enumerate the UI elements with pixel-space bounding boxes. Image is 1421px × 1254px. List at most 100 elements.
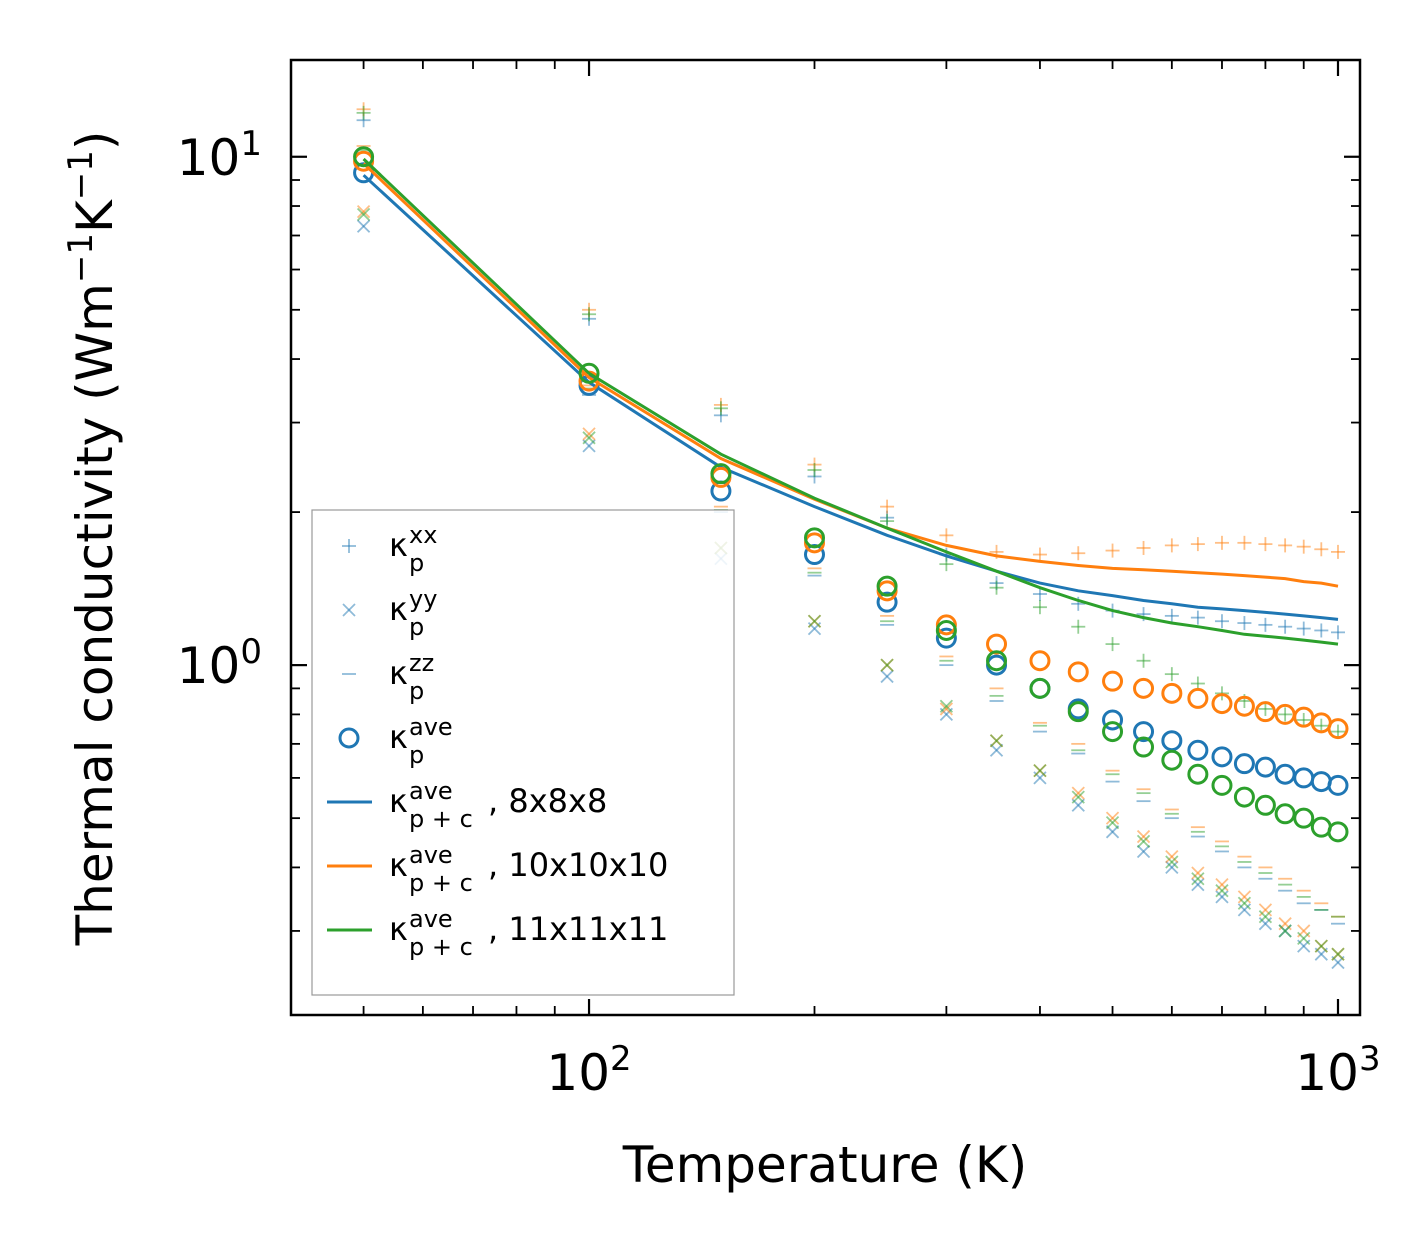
legend-label-sub: p [409, 613, 424, 641]
kyy-point [1071, 786, 1085, 800]
plot-frame [289, 58, 1362, 1017]
legend-label-sub: p [409, 677, 424, 705]
legend-label-suffix: , 11x11x11 [488, 910, 668, 948]
kyy-point [1191, 877, 1205, 892]
kave-point [1029, 650, 1051, 672]
kpc-line [362, 174, 1339, 621]
kave-point [1254, 756, 1276, 778]
kave-point [876, 591, 898, 613]
kyy-point [1237, 890, 1252, 904]
kyy-point [356, 207, 371, 222]
kave-point [1211, 693, 1233, 715]
kyy-point [1278, 924, 1292, 938]
x-axis-label: Temperature (K) [622, 1136, 1027, 1194]
y-tick-label-exp: 1 [240, 124, 262, 164]
kyy-point [582, 427, 596, 441]
kave-point [1133, 677, 1155, 699]
kave-point [353, 146, 375, 168]
kave-point [1233, 786, 1255, 808]
y-tick-label-base: 10 [177, 637, 241, 695]
kave-point [1327, 821, 1349, 843]
y-axis-label-end: ) [66, 131, 124, 151]
kave-point [1102, 721, 1124, 743]
kave-point [1254, 794, 1276, 816]
legend-label-base: κ [389, 910, 408, 948]
kyy-point [356, 219, 371, 233]
x-tick-label-exp: 2 [610, 1039, 632, 1079]
legend-label-base: κ [389, 782, 408, 820]
legend-label: κave p + c , 8x8x8 [389, 777, 607, 833]
legend-label-sup: ave [409, 841, 453, 869]
kyy-point [1297, 931, 1311, 946]
legend-frame [311, 509, 735, 996]
kave-point [1254, 701, 1276, 723]
legend-label: κave p + c , 10x10x10 [389, 841, 668, 897]
kpc-line [362, 157, 1339, 646]
legend-circle-marker [338, 727, 360, 749]
kave-point [1187, 739, 1209, 761]
kyy-point [1105, 811, 1120, 825]
y-tick-label-exp: 0 [240, 632, 262, 672]
kave-point [1327, 718, 1349, 740]
series-ave-11x11x11 [353, 146, 1349, 843]
x-tick-label: 103 [1295, 1039, 1380, 1102]
kyy-point [807, 614, 822, 628]
y-axis-label-base: Thermal conductivity (Wm [66, 283, 124, 946]
kave-point [1293, 807, 1315, 829]
kyy-point [989, 734, 1004, 748]
kave-point [986, 650, 1008, 672]
kyy-point [1105, 815, 1120, 830]
kyy-point [1215, 890, 1229, 904]
kyy-point [1215, 877, 1229, 892]
kave-point [1211, 746, 1233, 768]
legend-label-sup: ave [409, 905, 453, 933]
legend-label: κave p [389, 713, 453, 769]
legend-label: κave p + c , 11x11x11 [389, 905, 668, 961]
legend-label-sup: ave [409, 713, 453, 741]
legend-label: κzz p [389, 649, 434, 705]
kyy-point [939, 702, 954, 716]
legend-label-suffix: , 8x8x8 [488, 782, 607, 820]
legend-label-sub: p + c [409, 869, 473, 897]
legend-label-sub: p [409, 549, 424, 577]
legend-label-sup: xx [409, 521, 437, 549]
kave-point [1187, 763, 1209, 785]
legend-cross-marker [342, 603, 356, 617]
kave-point [1161, 682, 1183, 704]
kyy-point [1191, 866, 1205, 880]
y-axis-label-mid: K [66, 199, 124, 233]
kyy-point [1136, 829, 1151, 844]
kyy-point [880, 658, 894, 672]
kyy-point [1314, 939, 1328, 953]
kyy-point [880, 669, 894, 684]
kave-point [1067, 701, 1089, 723]
kyy-point [989, 743, 1004, 757]
legend-label-base: κ [389, 718, 408, 756]
kyy-point [1237, 903, 1252, 917]
axis-ticks [290, 60, 1360, 1015]
y-axis-label-sup2: −1 [61, 150, 101, 200]
y-axis-label: Thermal conductivity (Wm−1K−1) [61, 131, 124, 947]
kave-point [1211, 774, 1233, 796]
y-tick-label-base: 10 [177, 129, 241, 187]
kave-point [1327, 774, 1349, 796]
y-axis-label-sup1: −1 [61, 233, 101, 283]
kave-point [935, 614, 957, 636]
kyy-point [1165, 855, 1179, 869]
kave-point [1233, 695, 1255, 717]
legend-label-sub: p [409, 741, 424, 769]
legend-label: κyy p [389, 585, 437, 641]
legend-label: κxx p [389, 521, 437, 577]
kave-point [1233, 753, 1255, 775]
legend-label-sup: zz [409, 649, 434, 677]
legend-label-sup: yy [409, 585, 437, 613]
kave-point [803, 527, 825, 549]
y-tick-label: 101 [177, 124, 262, 187]
legend-label-base: κ [389, 846, 408, 884]
legend-label-sup: ave [409, 777, 453, 805]
kyy-point [582, 431, 596, 445]
kyy-point [1033, 764, 1047, 778]
kave-point [1187, 687, 1209, 709]
